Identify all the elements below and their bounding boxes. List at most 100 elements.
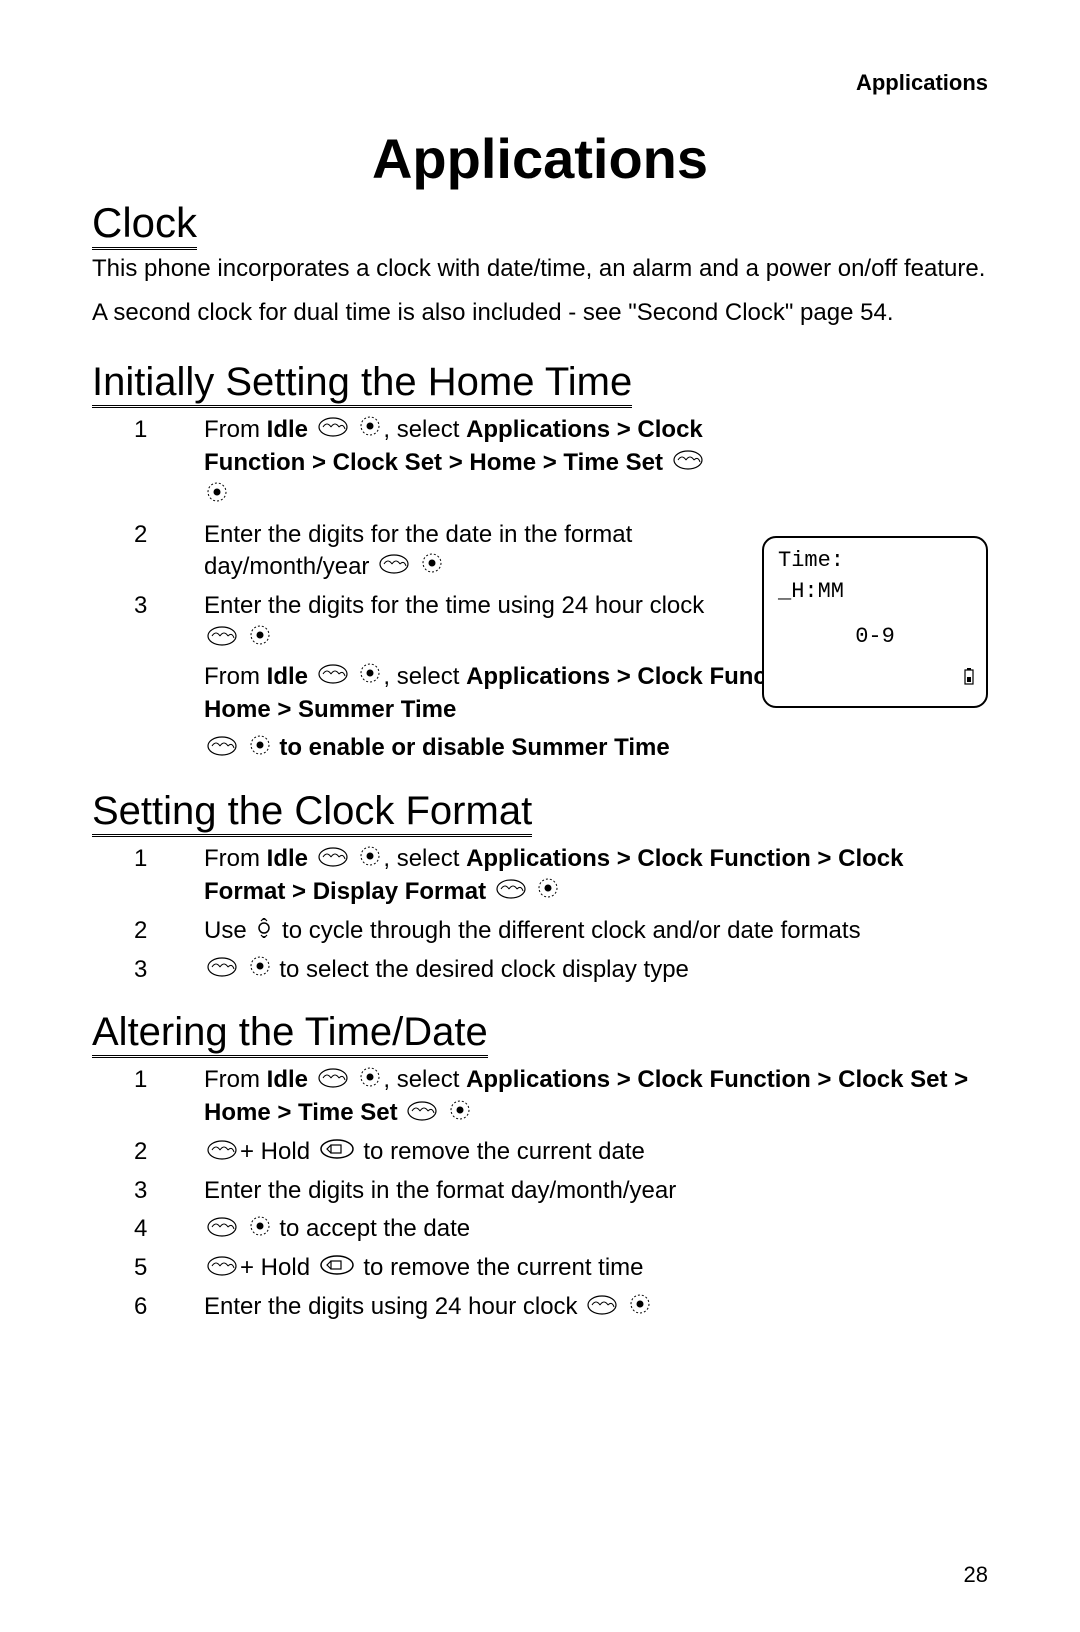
text: Enter the digits for the time using 24 h… xyxy=(204,592,704,619)
select-icon xyxy=(249,733,271,765)
heading-clock: Clock xyxy=(92,199,197,250)
select-icon xyxy=(359,414,381,446)
hand-icon xyxy=(206,1137,238,1169)
text-bold: Idle xyxy=(267,663,308,690)
step-text: From Idle , select Applications > Clock … xyxy=(204,843,988,909)
step-text: to enable or disable Summer Time xyxy=(204,732,988,765)
heading-format: Setting the Clock Format xyxy=(92,789,532,837)
step-number: 6 xyxy=(134,1291,204,1323)
text: , select xyxy=(383,845,466,872)
hand-icon xyxy=(317,844,349,876)
text-bold: Idle xyxy=(267,416,308,443)
hand-icon xyxy=(317,661,349,693)
text: Enter the digits for the date in the for… xyxy=(204,521,632,580)
text: to accept the date xyxy=(273,1215,470,1242)
step-number: 4 xyxy=(134,1213,204,1245)
heading-alter: Altering the Time/Date xyxy=(92,1010,488,1058)
screen-line3: 0-9 xyxy=(778,624,972,649)
step-number: 3 xyxy=(134,1175,204,1207)
step-row: 3 to select the desired clock display ty… xyxy=(134,954,988,987)
select-icon xyxy=(449,1098,471,1130)
hand-icon xyxy=(206,1253,238,1285)
step-text: From Idle , select Applications > Clock … xyxy=(204,1064,988,1130)
hand-icon xyxy=(206,623,238,655)
step-number: 1 xyxy=(134,414,204,446)
step-number: 1 xyxy=(134,843,204,875)
text-bold: Idle xyxy=(267,845,308,872)
select-icon xyxy=(249,1214,271,1246)
nav-icon xyxy=(255,915,273,947)
step-row: 1 From Idle , select Applications > Cloc… xyxy=(134,843,988,909)
step-text: to select the desired clock display type xyxy=(204,954,988,987)
step-number: 5 xyxy=(134,1252,204,1284)
step-text: + Hold to remove the current time xyxy=(204,1252,988,1285)
hand-icon xyxy=(495,876,527,908)
hand-icon xyxy=(206,954,238,986)
select-icon xyxy=(629,1292,651,1324)
screen-line2: _H:MM xyxy=(778,579,972,604)
select-icon xyxy=(249,954,271,986)
text: , select xyxy=(383,663,466,690)
page-title: Applications xyxy=(92,126,988,191)
phone-screen-mock: Time: _H:MM 0-9 xyxy=(762,536,988,708)
clear-key-icon xyxy=(319,1253,355,1285)
step-number: 2 xyxy=(134,519,204,551)
text: Use xyxy=(204,917,253,944)
text: From xyxy=(204,416,267,443)
step-number: 2 xyxy=(134,915,204,947)
step-text: Enter the digits in the format day/month… xyxy=(204,1175,988,1207)
step-row: 3 Enter the digits in the format day/mon… xyxy=(134,1175,988,1207)
text: , select xyxy=(383,1066,466,1093)
text: From xyxy=(204,845,267,872)
clear-key-icon xyxy=(319,1137,355,1169)
select-icon xyxy=(359,661,381,693)
hand-icon xyxy=(317,414,349,446)
step-row: 1 From Idle , select Applications > Cloc… xyxy=(134,414,988,513)
hand-icon xyxy=(378,551,410,583)
text: + Hold xyxy=(240,1254,317,1281)
select-icon xyxy=(206,480,228,512)
hand-icon xyxy=(672,447,704,479)
text: From xyxy=(204,663,267,690)
step-row: 2 + Hold to remove the current date xyxy=(134,1136,988,1169)
step-text: Use to cycle through the different clock… xyxy=(204,915,988,948)
text: to remove the current time xyxy=(357,1254,644,1281)
text-bold: to enable or disable Summer Time xyxy=(279,734,669,761)
select-icon xyxy=(249,623,271,655)
select-icon xyxy=(359,1065,381,1097)
heading-initially: Initially Setting the Home Time xyxy=(92,360,632,408)
select-icon xyxy=(537,876,559,908)
text: Enter the digits using 24 hour clock xyxy=(204,1293,578,1320)
hand-icon xyxy=(206,1214,238,1246)
step-row: 4 to accept the date xyxy=(134,1213,988,1246)
text: to select the desired clock display type xyxy=(273,956,689,983)
text: , select xyxy=(383,416,466,443)
hand-icon xyxy=(406,1098,438,1130)
text-bold: Idle xyxy=(267,1066,308,1093)
step-text: From Idle , select Applications > Clock … xyxy=(204,414,988,513)
step-text: to accept the date xyxy=(204,1213,988,1246)
text: From xyxy=(204,1066,267,1093)
header-section: Applications xyxy=(92,70,988,96)
battery-icon xyxy=(964,667,974,692)
screen-line1: Time: xyxy=(778,548,972,573)
text: to cycle through the different clock and… xyxy=(275,917,860,944)
step-row: 5 + Hold to remove the current time xyxy=(134,1252,988,1285)
step-row: 6 Enter the digits using 24 hour clock xyxy=(134,1291,988,1324)
step-number: 3 xyxy=(134,954,204,986)
step-text: Enter the digits using 24 hour clock xyxy=(204,1291,988,1324)
step-text: + Hold to remove the current date xyxy=(204,1136,988,1169)
step-row: to enable or disable Summer Time xyxy=(134,732,988,765)
step-number: 2 xyxy=(134,1136,204,1168)
clock-para1: This phone incorporates a clock with dat… xyxy=(92,254,988,284)
step-row: 1 From Idle , select Applications > Cloc… xyxy=(134,1064,988,1130)
page-number: 28 xyxy=(964,1562,988,1588)
hand-icon xyxy=(206,733,238,765)
step-row: 2 Use to cycle through the different clo… xyxy=(134,915,988,948)
hand-icon xyxy=(586,1292,618,1324)
hand-icon xyxy=(317,1065,349,1097)
step-number: 3 xyxy=(134,590,204,622)
text: + Hold xyxy=(240,1138,317,1165)
step-number: 1 xyxy=(134,1064,204,1096)
text: to remove the current date xyxy=(357,1138,645,1165)
